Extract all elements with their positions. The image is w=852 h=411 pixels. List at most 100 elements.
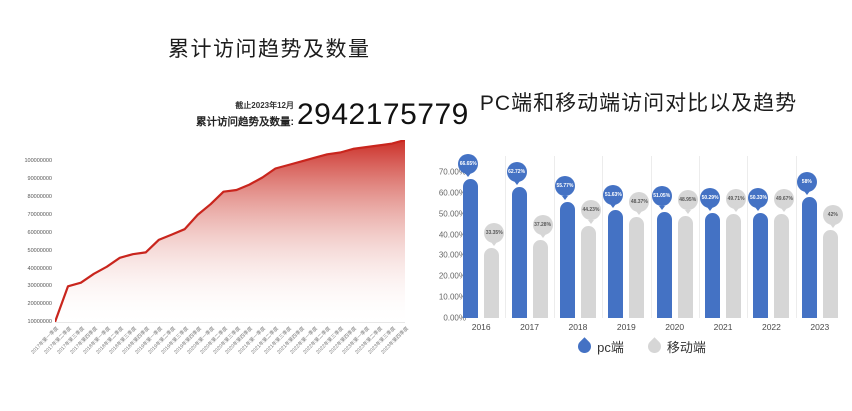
left-y-tick-label: 60000000: [27, 229, 52, 236]
mobile-value-bubble: 49.71%: [726, 188, 747, 213]
bar-groups: 66.65% 33.35% 62.72% 37.28% 55.77% 44.23% 51.6…: [457, 150, 844, 318]
right-chart-title: PC端和移动端访问对比以及趋势: [479, 92, 798, 115]
area-fill-shape: [55, 140, 405, 322]
group-separator: [698, 156, 700, 318]
group-separator: [505, 156, 507, 318]
pc-bar: [705, 213, 721, 318]
mobile-bar: [532, 240, 548, 318]
left-x-axis: 2017年第一季度 2017年第二季度 2017年第三季度 2017年第四季度 2018…: [30, 325, 410, 385]
bubble-tail: [465, 173, 472, 177]
bubble-tail: [755, 207, 762, 211]
right-y-axis: 70.00% 60.00% 50.00% 40.00% 30.00% 20.00% 10.0…: [425, 0, 466, 330]
mobile-bar: [677, 215, 693, 318]
bubble-tail: [539, 234, 546, 239]
year-label: 2019: [616, 322, 636, 332]
year-group: 50.33% 49.67%: [747, 150, 795, 318]
year-label: 2021: [713, 322, 733, 332]
group-separator: [553, 156, 555, 318]
mobile-bar: [774, 214, 790, 318]
bubble-tail: [829, 224, 836, 229]
bubble-tail: [636, 211, 643, 216]
left-y-tick-label: 70000000: [27, 211, 52, 218]
pc-value-bubble: 50.29%: [700, 187, 721, 212]
year-label: 2023: [810, 322, 830, 332]
bubble-tail: [781, 208, 788, 213]
mobile-value-bubble: 48.95%: [677, 190, 698, 214]
group-separator: [602, 156, 604, 318]
year-group: 62.72% 37.28%: [505, 150, 553, 318]
mobile-drop-icon: [645, 337, 664, 356]
pc-value-bubble: 51.05%: [651, 186, 672, 210]
bubble-tail: [803, 191, 810, 195]
year-group: 51.63% 48.37%: [602, 150, 650, 318]
year-label: 2020: [665, 322, 685, 332]
year-group: 51.05% 48.95%: [651, 150, 699, 318]
mobile-value-bubble: 37.28%: [532, 214, 553, 239]
cumulative-total-annotation: 截止2023年12月 累计访问趋势及数量: 2942175779: [196, 98, 469, 132]
right-y-tick-label: 70.00%: [438, 167, 466, 177]
mobile-bar: [726, 214, 742, 318]
year-group: 58% 42%: [796, 150, 844, 318]
year-group: 50.29% 49.71%: [699, 150, 747, 318]
year-label: 2017: [520, 322, 540, 332]
pc-bar: [801, 197, 817, 318]
pc-bar: [656, 211, 672, 318]
bubble-tail: [513, 181, 520, 186]
annotation-text-column: 截止2023年12月 累计访问趋势及数量:: [196, 100, 294, 129]
pc-value-bubble: 62.72%: [506, 161, 527, 186]
cumulative-visits-panel: 累计访问趋势及数量 截止2023年12月 累计访问趋势及数量: 29421757…: [0, 0, 468, 411]
right-y-tick-label: 10.00%: [438, 292, 466, 302]
bubble-tail: [684, 209, 691, 214]
legend-label: pc端: [597, 340, 624, 355]
pc-value-bubble: 66.65%: [458, 153, 479, 177]
year-group: 66.65% 33.35%: [457, 150, 505, 318]
pc-bar: [511, 187, 527, 318]
right-y-tick-label: 30.00%: [438, 250, 466, 260]
area-plot: [53, 138, 406, 323]
pc-value-bubble: 55.77%: [554, 176, 575, 200]
left-y-tick-label: 80000000: [27, 194, 52, 201]
mobile-value-bubble: 49.67%: [774, 188, 795, 213]
group-separator: [795, 156, 797, 318]
pc-bar: [608, 210, 624, 318]
legend-item-mobile: 移动端: [645, 337, 706, 356]
left-y-axis: 100000000 90000000 80000000 70000000 6000000…: [6, 140, 52, 325]
pc-mobile-panel: PC端和移动端访问对比以及趋势 70.00% 60.00% 50.00% 40.00%…: [425, 0, 852, 411]
year-group: 55.77% 44.23%: [554, 150, 602, 318]
bubble-tail: [587, 219, 594, 224]
left-y-tick-label: 10000000: [27, 319, 52, 325]
pc-bar: [753, 213, 769, 318]
pc-bar: [463, 179, 479, 318]
bubble-tail: [658, 205, 665, 210]
mobile-bar: [580, 225, 596, 318]
chart-legend: pc端 移动端: [457, 337, 827, 356]
annotation-total-value: 2942175779: [297, 98, 469, 132]
left-y-tick-label: 40000000: [27, 265, 52, 272]
year-label: 2022: [761, 322, 781, 332]
area-chart-svg: [53, 138, 406, 323]
pc-value-bubble: 50.33%: [748, 187, 769, 211]
group-separator: [650, 156, 652, 318]
right-y-tick-label: 0.00%: [443, 313, 466, 323]
annotation-label: 累计访问趋势及数量:: [196, 116, 294, 128]
pc-drop-icon: [575, 337, 594, 356]
mobile-bar: [822, 230, 838, 318]
year-label: 2018: [568, 322, 588, 332]
mobile-value-bubble: 48.37%: [629, 191, 650, 216]
annotation-date-note: 截止2023年12月: [235, 101, 294, 110]
left-y-tick-label: 90000000: [27, 176, 52, 183]
mobile-bar: [629, 217, 645, 318]
group-separator: [747, 156, 749, 318]
right-y-tick-label: 20.00%: [438, 271, 466, 281]
right-y-tick-label: 40.00%: [438, 230, 466, 240]
area-trend-line: [53, 138, 406, 323]
bubble-tail: [733, 208, 740, 213]
left-y-tick-label: 100000000: [24, 158, 52, 165]
bubble-tail: [491, 242, 498, 247]
bubble-tail: [610, 204, 617, 209]
left-chart-title: 累计访问趋势及数量: [168, 38, 371, 61]
year-label: 2016: [471, 322, 491, 332]
right-y-tick-label: 60.00%: [438, 188, 466, 198]
mobile-bar: [484, 248, 500, 318]
